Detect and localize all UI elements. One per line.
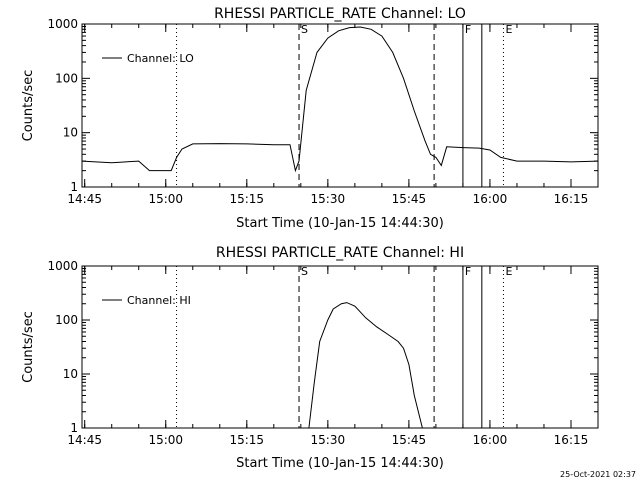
plot-frame: [81, 265, 599, 429]
x-tick-label: 15:00: [148, 192, 183, 206]
chart-title: RHESSI PARTICLE_RATE Channel: LO: [214, 6, 466, 22]
y-tick-label: 1: [70, 180, 78, 194]
x-tick-label: 16:15: [554, 433, 589, 447]
x-tick-label: 15:30: [311, 433, 346, 447]
y-tick-label: 100: [55, 71, 78, 85]
x-tick-label: 16:00: [473, 433, 508, 447]
x-axis-label: Start Time (10-Jan-15 14:44:30): [236, 456, 444, 471]
y-tick-label: 10: [63, 126, 78, 140]
y-tick-label: 10: [63, 367, 78, 381]
y-axis-label: Counts/sec: [21, 70, 36, 142]
event-marker-label: F: [465, 265, 471, 278]
x-tick-label: 15:15: [229, 192, 264, 206]
legend-entry: Channel: LO: [127, 52, 194, 65]
x-tick-label: 14:45: [67, 433, 102, 447]
x-tick-label: 15:45: [392, 192, 427, 206]
plot-frame: [81, 23, 599, 188]
x-tick-label: 15:30: [311, 192, 346, 206]
x-tick-label: 15:15: [229, 433, 264, 447]
event-marker-label: S: [301, 265, 308, 278]
x-tick-label: 16:00: [473, 192, 508, 206]
y-axis-label: Counts/sec: [21, 311, 36, 383]
x-axis-label: Start Time (10-Jan-15 14:44:30): [236, 216, 444, 231]
series-line-hi: [308, 302, 423, 429]
chart-panel-1: RHESSI PARTICLE_RATE Channel: LO Counts/s…: [21, 6, 599, 231]
chart-panel-2: RHESSI PARTICLE_RATE Channel: HI Counts/s…: [21, 245, 599, 471]
y-tick-label: 1000: [47, 17, 78, 31]
x-tick-label: 16:15: [554, 192, 589, 206]
series-line-lo: [81, 26, 599, 173]
event-marker-label: E: [505, 265, 512, 278]
x-tick-label: 15:00: [148, 433, 183, 447]
generation-timestamp: 25-Oct-2021 02:37: [560, 470, 636, 479]
event-marker-label: E: [505, 23, 512, 36]
event-marker-label: F: [465, 23, 471, 36]
y-tick-label: 1: [70, 421, 78, 435]
legend-entry: Channel: HI: [127, 294, 191, 307]
x-tick-label: 14:45: [67, 192, 102, 206]
event-marker-label: S: [301, 23, 308, 36]
y-tick-label: 1000: [47, 259, 78, 273]
x-tick-label: 15:45: [392, 433, 427, 447]
chart-title: RHESSI PARTICLE_RATE Channel: HI: [216, 245, 464, 261]
y-tick-label: 100: [55, 313, 78, 327]
